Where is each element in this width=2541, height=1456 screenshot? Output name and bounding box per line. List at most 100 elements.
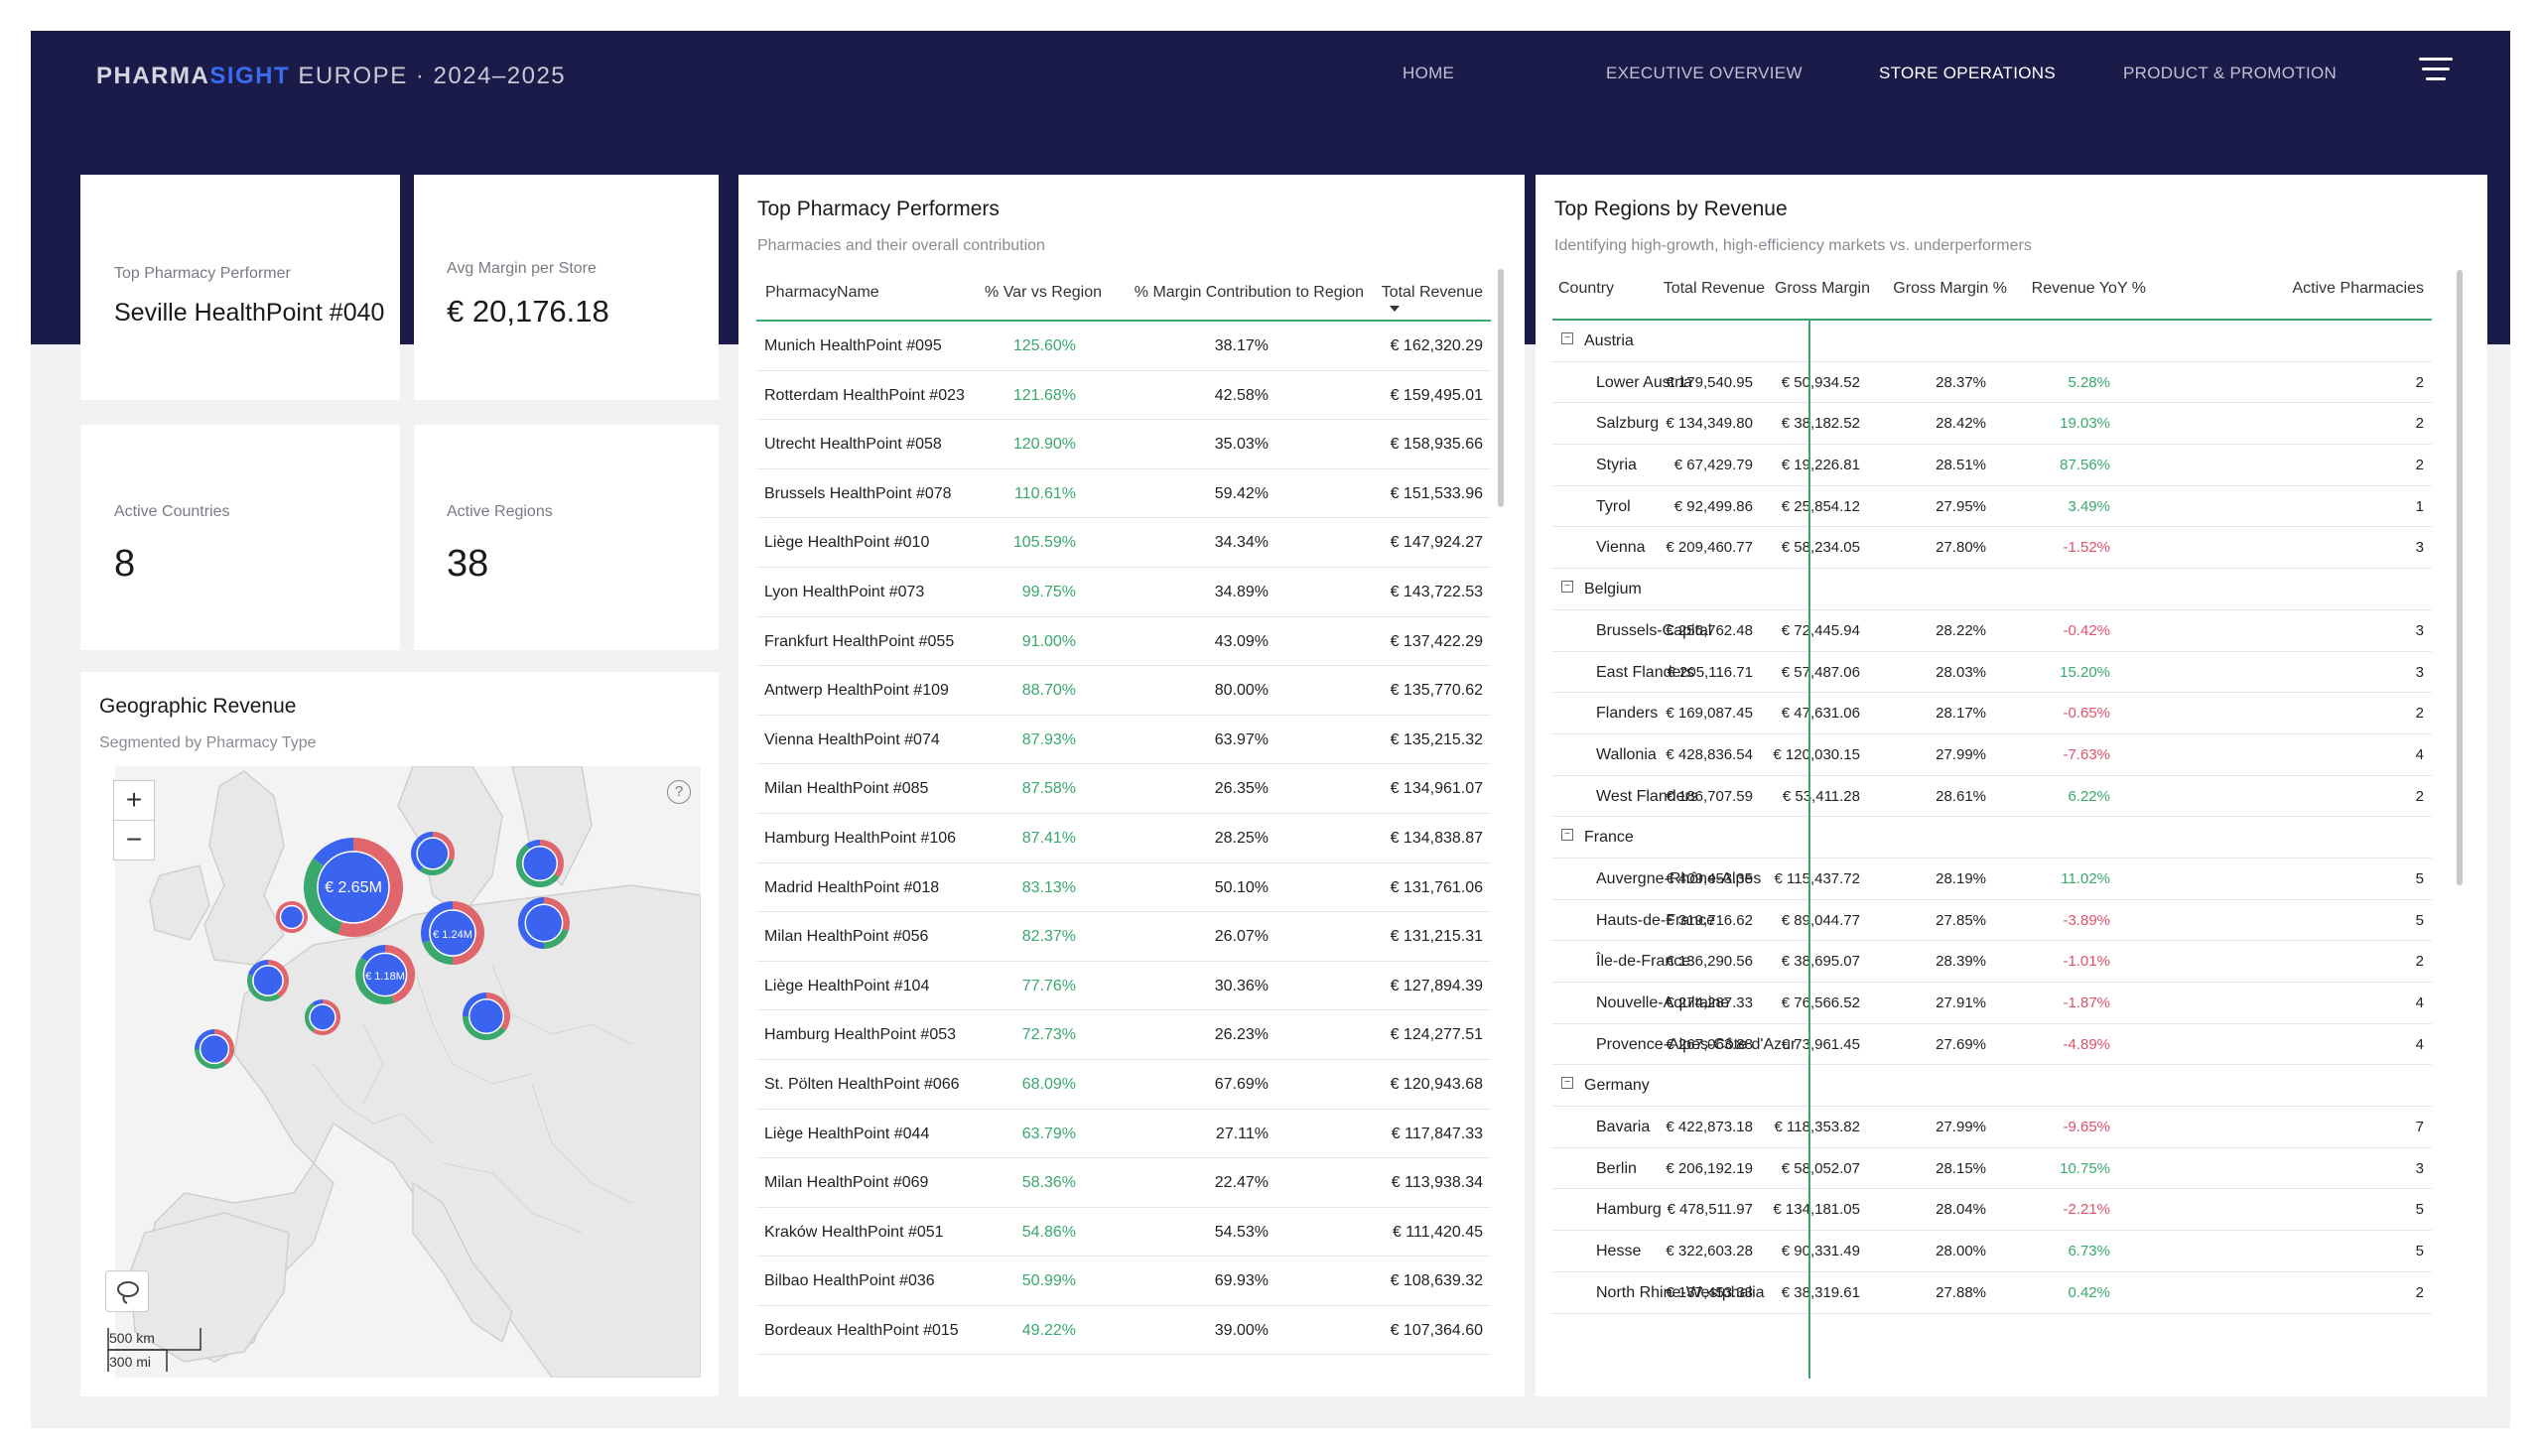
region-row[interactable]: Hamburg € 478,511.97 € 134,181.05 28.04% -2.… — [1552, 1189, 2432, 1232]
region-row[interactable]: Flanders € 169,087.45 € 47,631.06 28.17% -0.… — [1552, 693, 2432, 734]
region-name-cell: Styria — [1596, 457, 1637, 474]
column-header[interactable]: % Var vs Region — [985, 284, 1102, 301]
region-row[interactable]: North Rhine-Westphalia € 137,453.33 € 38,3… — [1552, 1272, 2432, 1314]
region-row[interactable]: Île-de-France € 136,290.56 € 38,695.07 28.3… — [1552, 941, 2432, 983]
table-row[interactable]: Bordeaux HealthPoint #015 49.22% 39.00% € 1… — [756, 1306, 1491, 1356]
revenue-bubble[interactable] — [516, 840, 565, 887]
country-group-row[interactable]: − Belgium — [1552, 569, 2432, 610]
region-row[interactable]: Lower Austria € 179,540.95 € 50,934.52 28.3… — [1552, 362, 2432, 404]
country-group-row[interactable]: − Austria — [1552, 321, 2432, 362]
country-group-row[interactable]: − France — [1552, 817, 2432, 859]
region-row[interactable]: Nouvelle-Aquitaine € 274,287.33 € 76,566.5… — [1552, 983, 2432, 1024]
total-revenue-cell: € 409,453.35 — [1666, 869, 1753, 887]
region-row[interactable]: Brussels-Capital € 256,762.48 € 72,445.94 2… — [1552, 610, 2432, 652]
table-row[interactable]: Milan HealthPoint #069 58.36% 22.47% € 113,… — [756, 1158, 1491, 1208]
region-row[interactable]: Vienna € 209,460.77 € 58,234.05 27.80% -1.52… — [1552, 527, 2432, 570]
country-name: Germany — [1584, 1077, 1650, 1095]
table-row[interactable]: St. Pölten HealthPoint #066 68.09% 67.69% €… — [756, 1060, 1491, 1110]
hamburger-menu-icon[interactable] — [2419, 58, 2453, 81]
revenue-bubble[interactable] — [275, 901, 308, 933]
table-row[interactable]: Vienna HealthPoint #074 87.93% 63.97% € 135… — [756, 716, 1491, 765]
revenue-bubble[interactable]: € 2.65M — [304, 838, 403, 937]
region-row[interactable]: Bavaria € 422,873.18 € 118,353.82 27.99% -9.… — [1552, 1107, 2432, 1148]
column-header[interactable]: Total Revenue — [1381, 284, 1483, 301]
pharmacy-name-cell: Antwerp HealthPoint #109 — [764, 682, 949, 700]
revenue-bubble[interactable] — [247, 960, 289, 1001]
column-header[interactable]: Country — [1558, 280, 1615, 297]
table-row[interactable]: Munich HealthPoint #095 125.60% 38.17% € 16… — [756, 322, 1491, 371]
region-row[interactable]: Hauts-de-France € 319,716.62 € 89,044.77 27… — [1552, 900, 2432, 942]
table-row[interactable]: Frankfurt HealthPoint #055 91.00% 43.09% € … — [756, 617, 1491, 667]
collapse-toggle-icon[interactable]: − — [1561, 1077, 1573, 1090]
column-header[interactable]: PharmacyName — [765, 284, 879, 301]
collapse-toggle-icon[interactable]: − — [1561, 332, 1573, 344]
performers-scrollbar[interactable] — [1498, 269, 1504, 507]
nav-home[interactable]: HOME — [1403, 64, 1455, 82]
margin-contribution-cell: 50.10% — [1214, 878, 1269, 896]
bubble-label: € 2.65M — [325, 879, 382, 896]
table-row[interactable]: Liège HealthPoint #104 77.76% 30.36% € 127,… — [756, 962, 1491, 1011]
lasso-select-icon[interactable] — [105, 1270, 149, 1312]
region-row[interactable]: Berlin € 206,192.19 € 58,052.07 28.15% 10.75… — [1552, 1148, 2432, 1190]
column-header[interactable]: Gross Margin — [1774, 280, 1870, 297]
region-row[interactable]: Auvergne-Rhône-Alpes € 409,453.35 € 115,43… — [1552, 859, 2432, 900]
column-header[interactable]: Total Revenue — [1663, 280, 1765, 297]
total-revenue-cell: € 137,422.29 — [1390, 632, 1483, 650]
sort-descending-icon[interactable] — [1390, 306, 1400, 312]
nav-product-promotion[interactable]: PRODUCT & PROMOTION — [2123, 64, 2338, 82]
total-revenue-cell: € 319,716.62 — [1666, 911, 1753, 929]
table-row[interactable]: Brussels HealthPoint #078 110.61% 59.42% € … — [756, 469, 1491, 519]
total-revenue-cell: € 137,453.33 — [1666, 1283, 1753, 1301]
region-row[interactable]: Salzburg € 134,349.80 € 38,182.52 28.42% 19.… — [1552, 403, 2432, 446]
zoom-in-button[interactable]: + — [113, 780, 155, 821]
column-header[interactable]: % Margin Contribution to Region — [1134, 284, 1364, 301]
table-row[interactable]: Milan HealthPoint #085 87.58% 26.35% € 134,… — [756, 764, 1491, 814]
table-row[interactable]: Hamburg HealthPoint #053 72.73% 26.23% € 12… — [756, 1010, 1491, 1060]
region-row[interactable]: Provence-Alpes-Côte d'Azur € 267,063.88 € … — [1552, 1024, 2432, 1066]
table-row[interactable]: Bilbao HealthPoint #036 50.99% 69.93% € 108… — [756, 1257, 1491, 1306]
region-row[interactable]: Styria € 67,429.79 € 19,226.81 28.51% 87.56%… — [1552, 445, 2432, 486]
country-group-row[interactable]: − Germany — [1552, 1065, 2432, 1108]
table-row[interactable]: Kraków HealthPoint #051 54.86% 54.53% € 111… — [756, 1208, 1491, 1257]
nav-executive-overview[interactable]: EXECUTIVE OVERVIEW — [1606, 64, 1803, 82]
table-row[interactable]: Liège HealthPoint #044 63.79% 27.11% € 117,… — [756, 1110, 1491, 1159]
table-row[interactable]: Hamburg HealthPoint #106 87.41% 28.25% € 13… — [756, 814, 1491, 863]
region-row[interactable]: Hesse € 322,603.28 € 90,331.49 28.00% 6.73% 5 — [1552, 1231, 2432, 1272]
gross-margin-pct-cell: 28.51% — [1936, 457, 1986, 474]
bubble-segment — [247, 974, 281, 1001]
region-row[interactable]: Wallonia € 428,836.54 € 120,030.15 27.99% -7… — [1552, 734, 2432, 776]
column-header[interactable]: Active Pharmacies — [2292, 280, 2425, 297]
help-icon[interactable]: ? — [667, 780, 691, 804]
total-revenue-cell: € 179,540.95 — [1666, 373, 1753, 391]
gross-margin-cell: € 90,331.49 — [1781, 1243, 1860, 1260]
europe-map[interactable]: € 2.65M € 1.24M € 1.18M — [115, 766, 701, 1378]
revenue-bubble[interactable]: € 1.18M — [355, 945, 415, 1004]
collapse-toggle-icon[interactable]: − — [1561, 581, 1573, 594]
nav-store-operations[interactable]: STORE OPERATIONS — [1879, 64, 2056, 82]
revenue-bubble[interactable] — [195, 1029, 235, 1069]
collapse-toggle-icon[interactable]: − — [1561, 829, 1573, 842]
table-row[interactable]: Madrid HealthPoint #018 83.13% 50.10% € 131… — [756, 863, 1491, 913]
margin-contribution-cell: 63.97% — [1214, 730, 1269, 748]
total-revenue-cell: € 131,761.06 — [1390, 878, 1483, 896]
table-row[interactable]: Lyon HealthPoint #073 99.75% 34.89% € 143,7… — [756, 568, 1491, 617]
column-header[interactable]: Revenue YoY % — [2031, 280, 2146, 297]
region-row[interactable]: Tyrol € 92,499.86 € 25,854.12 27.95% 3.49% 1 — [1552, 486, 2432, 528]
country-group-row[interactable]: −Italy — [1552, 1314, 2432, 1325]
revenue-bubble[interactable] — [463, 993, 510, 1040]
table-row[interactable]: Utrecht HealthPoint #058 120.90% 35.03% € 1… — [756, 420, 1491, 469]
table-row[interactable]: Rotterdam HealthPoint #023 121.68% 42.58% €… — [756, 371, 1491, 421]
revenue-bubble[interactable] — [411, 832, 455, 875]
regions-scrollbar[interactable] — [2457, 270, 2463, 885]
kpi-card-avg-margin: Avg Margin per Store € 20,176.18 — [414, 175, 719, 400]
table-row[interactable]: Milan HealthPoint #056 82.37% 26.07% € 131,… — [756, 912, 1491, 962]
revenue-bubble[interactable] — [305, 999, 340, 1035]
revenue-bubble[interactable]: € 1.24M — [421, 901, 485, 965]
table-row[interactable]: Antwerp HealthPoint #109 88.70% 80.00% € 13… — [756, 666, 1491, 716]
table-row[interactable]: Liège HealthPoint #010 105.59% 34.34% € 147… — [756, 518, 1491, 568]
revenue-bubble[interactable] — [517, 897, 570, 949]
region-row[interactable]: East Flanders € 205,116.71 € 57,487.06 28.0… — [1552, 652, 2432, 694]
zoom-out-button[interactable]: − — [113, 820, 155, 860]
region-row[interactable]: West Flanders € 186,707.59 € 53,411.28 28.6… — [1552, 776, 2432, 818]
column-header[interactable]: Gross Margin % — [1893, 280, 2007, 297]
